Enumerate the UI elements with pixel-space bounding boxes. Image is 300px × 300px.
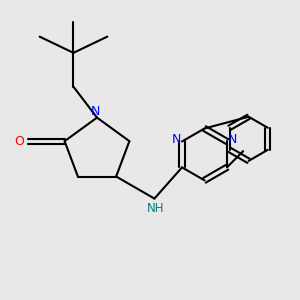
Text: N: N bbox=[172, 134, 182, 146]
Text: N: N bbox=[91, 105, 100, 118]
Text: NH: NH bbox=[147, 202, 165, 214]
Text: N: N bbox=[227, 134, 237, 146]
Text: O: O bbox=[15, 135, 25, 148]
